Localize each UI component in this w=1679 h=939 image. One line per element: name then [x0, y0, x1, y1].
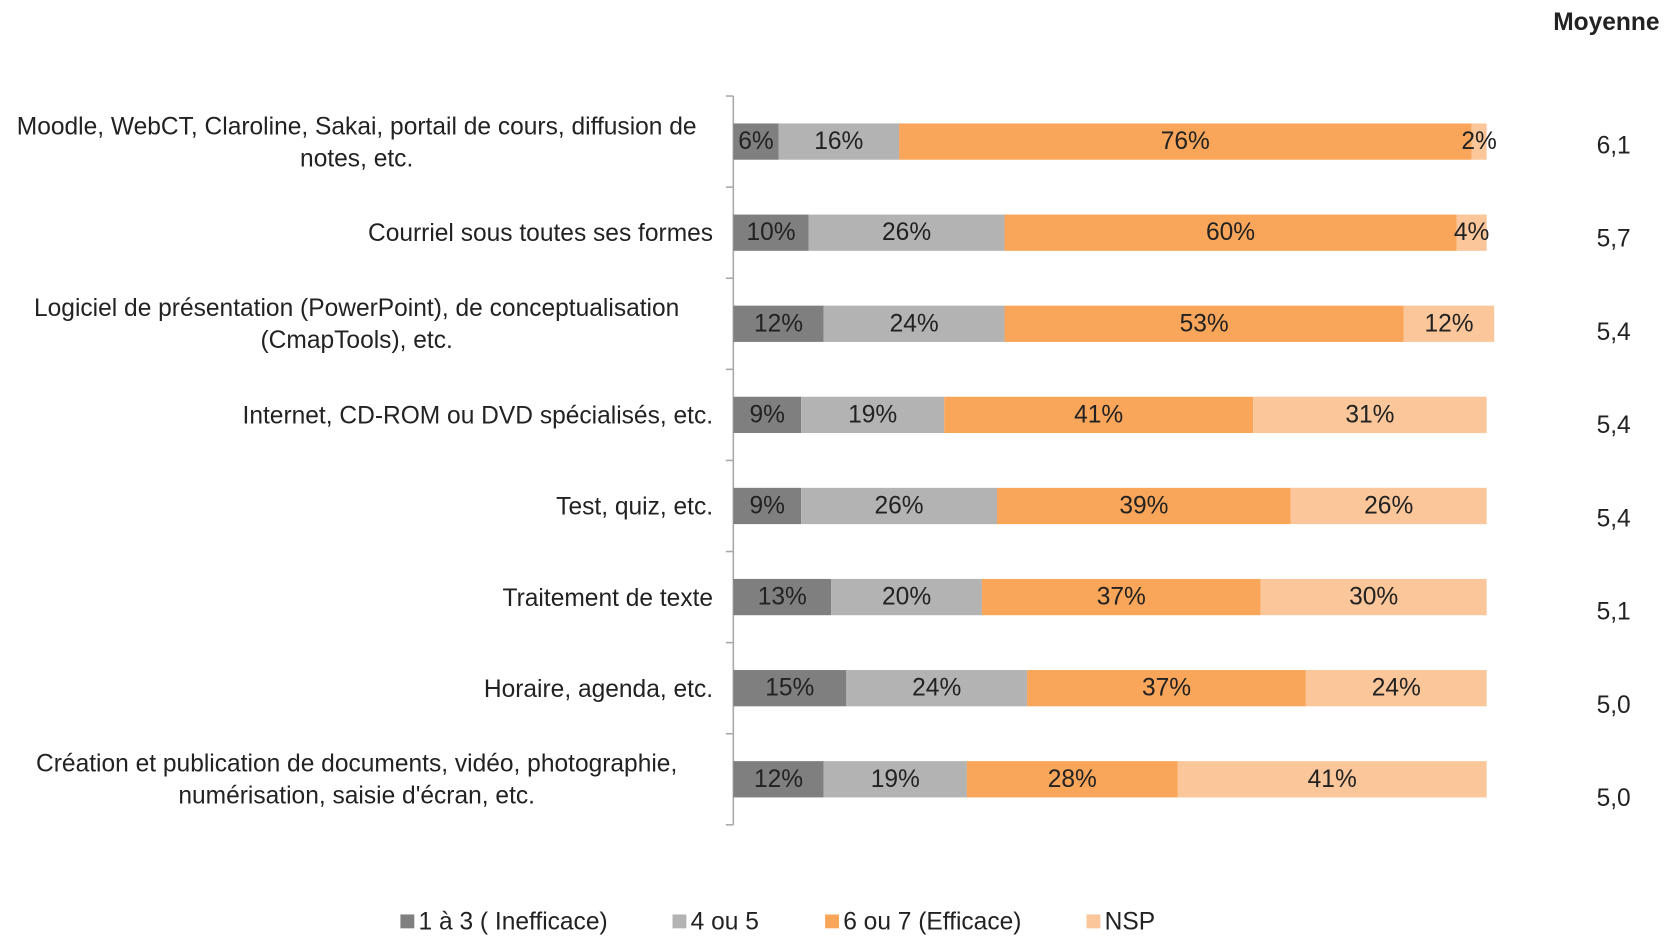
- value-label: 19%: [848, 401, 897, 428]
- bar-segment: [966, 761, 1178, 798]
- value-label: 13%: [758, 584, 807, 611]
- value-label: 31%: [1345, 401, 1394, 428]
- bar-segment: [733, 305, 824, 342]
- value-label: 6%: [738, 128, 773, 155]
- value-label: 20%: [882, 584, 931, 611]
- bar-segment: [1027, 670, 1306, 707]
- value-label: 24%: [912, 675, 961, 702]
- category-label-box: Moodle, WebCT, Claroline, Sakai, portail…: [16, 111, 697, 172]
- bar-segment: [981, 578, 1261, 616]
- legend-label: 4 ou 5: [691, 908, 759, 935]
- value-label: 53%: [1180, 310, 1229, 337]
- average-value: 5,7: [1597, 226, 1631, 253]
- bar-segment: [996, 487, 1291, 525]
- average-value: 5,4: [1597, 505, 1631, 532]
- category-label-box: Courriel sous toutes ses formes: [367, 218, 714, 247]
- category-label: Traitement de texte: [502, 583, 714, 611]
- value-label: 28%: [1048, 766, 1097, 793]
- legend-label: 1 à 3 ( Inefficace): [419, 908, 608, 935]
- bar-segment: [944, 396, 1254, 434]
- bar-segment: [801, 396, 945, 434]
- bar-segment: [1456, 214, 1487, 251]
- average-title: Moyenne: [1553, 9, 1659, 36]
- legend-swatch: [1086, 914, 1101, 929]
- bar-segment: [808, 214, 1005, 251]
- bar-segment: [1177, 761, 1487, 798]
- category-label-box: Horaire, agenda, etc.: [483, 674, 714, 703]
- value-label: 39%: [1119, 493, 1168, 520]
- average-value: 5,4: [1597, 412, 1631, 439]
- legend-swatch: [672, 914, 687, 929]
- category-label: Courriel sous toutes ses formes: [367, 218, 714, 247]
- value-label: 2%: [1461, 128, 1496, 155]
- bar-segment: [778, 123, 900, 160]
- category-label-box: Logiciel de présentation (PowerPoint), d…: [33, 293, 680, 354]
- value-label: 26%: [1364, 493, 1413, 520]
- value-label: 19%: [871, 766, 920, 793]
- value-label: 12%: [754, 310, 803, 337]
- bar-segment: [1253, 396, 1487, 434]
- value-label: 26%: [882, 219, 931, 246]
- value-label: 41%: [1308, 766, 1357, 793]
- value-label: 4%: [1454, 219, 1489, 246]
- category-label-box: Traitement de texte: [502, 583, 714, 611]
- category-label: Test, quiz, etc.: [556, 492, 714, 520]
- bar-segment: [1290, 487, 1487, 525]
- value-label: 9%: [749, 493, 784, 520]
- value-label: 12%: [754, 766, 803, 793]
- legend-label: NSP: [1105, 908, 1155, 935]
- value-label: 24%: [1372, 675, 1421, 702]
- value-label: 37%: [1142, 675, 1191, 702]
- category-label: Internet, CD-ROM ou DVD spécialisés, etc…: [242, 401, 714, 429]
- bar-segment: [733, 578, 832, 616]
- bar-segment: [1004, 305, 1404, 342]
- category-label-box: Test, quiz, etc.: [556, 492, 714, 520]
- value-label: 16%: [814, 128, 863, 155]
- category-label: Horaire, agenda, etc.: [483, 674, 714, 703]
- bar-segment: [899, 123, 1472, 160]
- value-label: 60%: [1206, 219, 1255, 246]
- legend-label: 6 ou 7 (Efficace): [843, 908, 1021, 935]
- average-value: 5,1: [1597, 599, 1631, 626]
- bar-segment: [1305, 670, 1487, 707]
- bar-segment: [1471, 123, 1487, 160]
- value-label: 24%: [890, 310, 939, 337]
- bar-segment: [823, 305, 1005, 342]
- bar-segment: [733, 214, 809, 251]
- value-label: 37%: [1097, 584, 1146, 611]
- average-value: 5,0: [1597, 692, 1631, 719]
- category-label-box: Création et publication de documents, vi…: [36, 749, 678, 810]
- value-label: 12%: [1424, 310, 1473, 337]
- bar-segment: [1403, 305, 1495, 342]
- bar-segment: [801, 487, 997, 525]
- value-label: 26%: [875, 493, 924, 520]
- legend-swatch: [400, 914, 415, 929]
- bar-segment: [733, 123, 779, 160]
- bar-segment: [823, 761, 967, 798]
- value-label: 10%: [746, 219, 795, 246]
- value-label: 15%: [765, 675, 814, 702]
- value-label: 30%: [1349, 584, 1398, 611]
- value-label: 76%: [1161, 128, 1210, 155]
- bar-segment: [1260, 578, 1487, 616]
- average-value: 5,0: [1597, 785, 1631, 812]
- bar-segment: [733, 396, 802, 434]
- value-label: 9%: [749, 401, 784, 428]
- value-label: 41%: [1074, 401, 1123, 428]
- legend-swatch: [825, 914, 839, 929]
- category-label: Logiciel de présentation (PowerPoint), d…: [33, 293, 680, 354]
- category-label: Moodle, WebCT, Claroline, Sakai, portail…: [16, 111, 697, 172]
- category-label-box: Internet, CD-ROM ou DVD spécialisés, etc…: [242, 401, 714, 429]
- bar-segment: [846, 670, 1028, 707]
- category-label: Création et publication de documents, vi…: [36, 749, 678, 810]
- bar-segment: [831, 578, 982, 616]
- bar-segment: [733, 487, 802, 525]
- bar-segment: [733, 670, 847, 707]
- bar-segment: [733, 761, 824, 798]
- average-value: 6,1: [1597, 132, 1631, 159]
- average-value: 5,4: [1597, 319, 1631, 346]
- bar-segment: [1004, 214, 1457, 251]
